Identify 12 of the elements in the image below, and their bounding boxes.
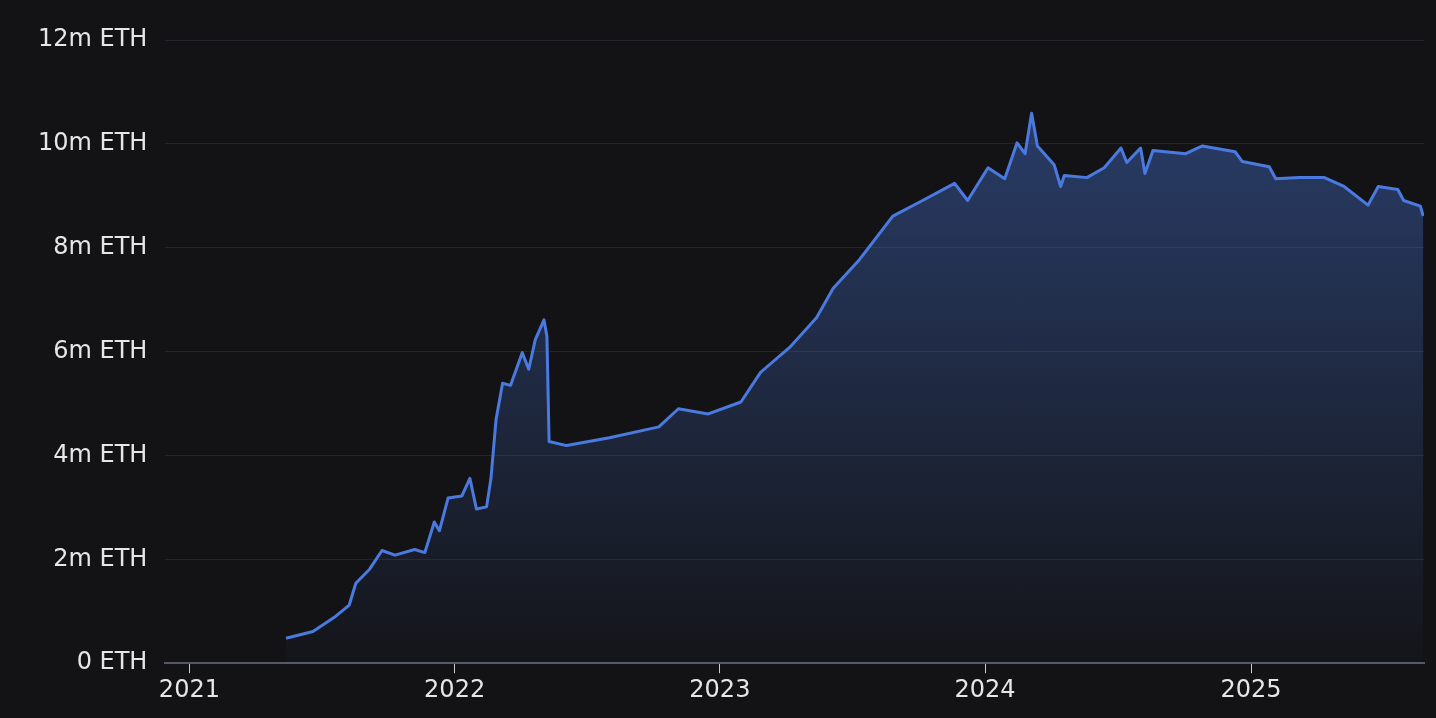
- y-tick-label: 8m ETH: [53, 231, 148, 260]
- y-tick-label: 0 ETH: [76, 647, 148, 676]
- y-tick-label: 2m ETH: [53, 543, 148, 572]
- x-tick-label: 2022: [424, 674, 486, 703]
- x-tick-label: 2021: [158, 674, 220, 703]
- y-tick-label: 12m ETH: [38, 24, 148, 53]
- x-tick-label: 2025: [1220, 674, 1282, 703]
- x-tick-label: 2024: [954, 674, 1016, 703]
- y-tick-label: 10m ETH: [38, 128, 148, 157]
- y-tick-label: 6m ETH: [53, 335, 148, 364]
- y-tick-label: 4m ETH: [53, 439, 148, 468]
- x-tick-label: 2023: [689, 674, 751, 703]
